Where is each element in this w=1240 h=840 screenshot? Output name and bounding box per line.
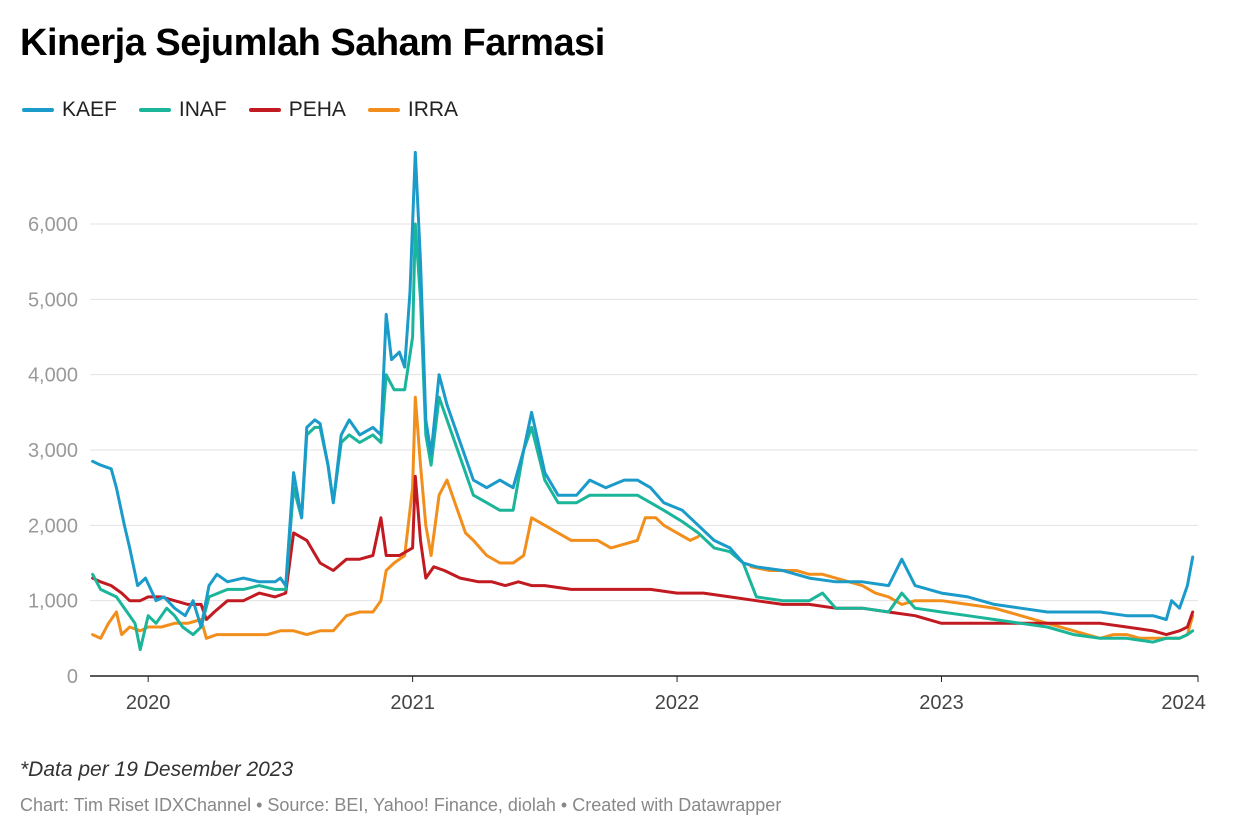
x-tick-label: 2022 — [655, 692, 700, 714]
legend-label-peha: PEHA — [288, 98, 346, 121]
chart-title: Kinerja Sejumlah Saham Farmasi — [20, 22, 605, 64]
legend-item-irra: IRRA — [367, 98, 459, 122]
series-line-irra — [91, 395, 700, 640]
legend-item-kaef: KAEF — [22, 98, 117, 122]
legend-item-inaf: INAF — [138, 98, 227, 122]
y-tick-label: 4,000 — [28, 365, 78, 387]
legend-item-peha: PEHA — [248, 98, 346, 122]
series-line-kaef — [91, 150, 1195, 629]
legend-swatch-inaf — [138, 108, 171, 112]
series-line-irra-b — [749, 565, 1195, 640]
legend-label-kaef: KAEF — [62, 98, 117, 121]
y-tick-label: 6,000 — [28, 214, 78, 236]
y-tick-label: 3,000 — [28, 440, 78, 462]
y-tick-label: 0 — [67, 666, 78, 688]
legend-swatch-kaef — [22, 108, 54, 112]
series-layer — [91, 150, 1195, 652]
legend-swatch-irra — [367, 108, 400, 112]
data-note: *Data per 19 Desember 2023 — [20, 758, 294, 781]
x-tick-label: 2024 — [1161, 692, 1206, 714]
y-tick-label: 5,000 — [28, 289, 78, 311]
legend-swatch-peha — [248, 108, 281, 112]
y-tick-label: 1,000 — [28, 591, 78, 613]
x-tick-label: 2021 — [390, 692, 435, 714]
legend-label-irra: IRRA — [407, 98, 459, 121]
x-tick-label: 2020 — [126, 692, 171, 714]
series-line-inaf — [91, 222, 1195, 652]
x-tick-label: 2023 — [919, 692, 964, 714]
legend-label-inaf: INAF — [178, 98, 227, 121]
series-line-peha — [91, 474, 1195, 637]
axis-layer: 0 1,000 2,000 3,000 4,000 5,000 6,000 2020 2021 2… — [28, 214, 1206, 714]
line-chart: 0 1,000 2,000 3,000 4,000 5,000 6,000 2020 2021 2… — [28, 150, 1206, 714]
grid-layer — [90, 223, 1198, 602]
source-footer: Chart: Tim Riset IDXChannel • Source: BE… — [20, 795, 782, 815]
y-tick-label: 2,000 — [28, 515, 78, 537]
chart-legend: KAEF INAF PEHA IRRA — [22, 98, 458, 122]
